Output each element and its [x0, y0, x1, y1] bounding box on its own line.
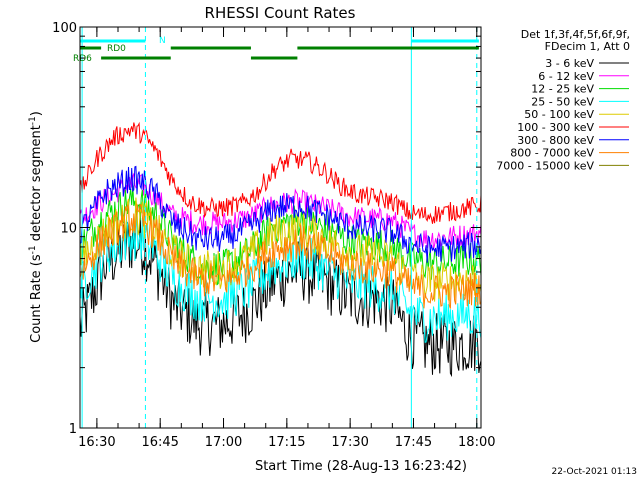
flag-label-rd6: RD6 [73, 54, 92, 64]
series-line [79, 165, 482, 263]
legend-entry-label: 800 - 7000 keV [510, 147, 594, 160]
x-axis-label: Start Time (28-Aug-13 16:23:42) [255, 459, 467, 474]
series-layer [79, 121, 482, 378]
y-tick-label: 1 [69, 422, 77, 437]
legend-entry-label: 7000 - 15000 keV [496, 159, 594, 172]
chart-title: RHESSI Count Rates [205, 4, 356, 22]
x-tick-label: 17:30 [331, 435, 368, 450]
y-axis-label: Count Rate (s-1 detector segment-1) [28, 111, 44, 343]
legend-entry-label: 3 - 6 keV [545, 57, 594, 70]
x-tick-label: 16:45 [141, 435, 178, 450]
x-tick-label: 18:00 [458, 435, 495, 450]
x-tick-label: 16:30 [78, 435, 115, 450]
legend-entry-label: 25 - 50 keV [531, 95, 594, 108]
legend-header-line-2: FDecim 1, Att 0 [545, 40, 630, 53]
y-tick-label: 10 [60, 222, 77, 237]
x-tick-label: 17:00 [205, 435, 242, 450]
legend-entry-label: 300 - 800 keV [517, 134, 594, 147]
series-line [79, 197, 482, 302]
series-line [79, 121, 482, 224]
legend-header-line-1: Det 1f,3f,4f,5f,6f,9f, [521, 28, 630, 41]
legend-entry-label: 50 - 100 keV [524, 108, 594, 121]
legend: Det 1f,3f,4f,5f,6f,9f, FDecim 1, Att 0 3… [496, 28, 630, 172]
y-tick-label: 100 [52, 21, 77, 36]
legend-entry-label: 6 - 12 keV [538, 70, 594, 83]
series-line [79, 215, 482, 378]
legend-entry-label: 12 - 25 keV [531, 83, 594, 96]
vertical-markers [81, 27, 478, 428]
x-tick-label: 17:15 [268, 435, 305, 450]
flag-label-n: N [159, 36, 166, 46]
x-tick-label: 17:45 [395, 435, 432, 450]
series-line [79, 203, 482, 309]
legend-entry-label: 100 - 300 keV [517, 121, 594, 134]
footer-timestamp: 22-Oct-2021 01:13 [552, 467, 637, 477]
flag-bars: N RD0 RD6 [73, 36, 479, 64]
flag-label-rd0: RD0 [107, 44, 126, 54]
axes: 1 10 100 16:30 16:45 17:00 17:15 17:30 17:45 18:0… [52, 21, 495, 450]
